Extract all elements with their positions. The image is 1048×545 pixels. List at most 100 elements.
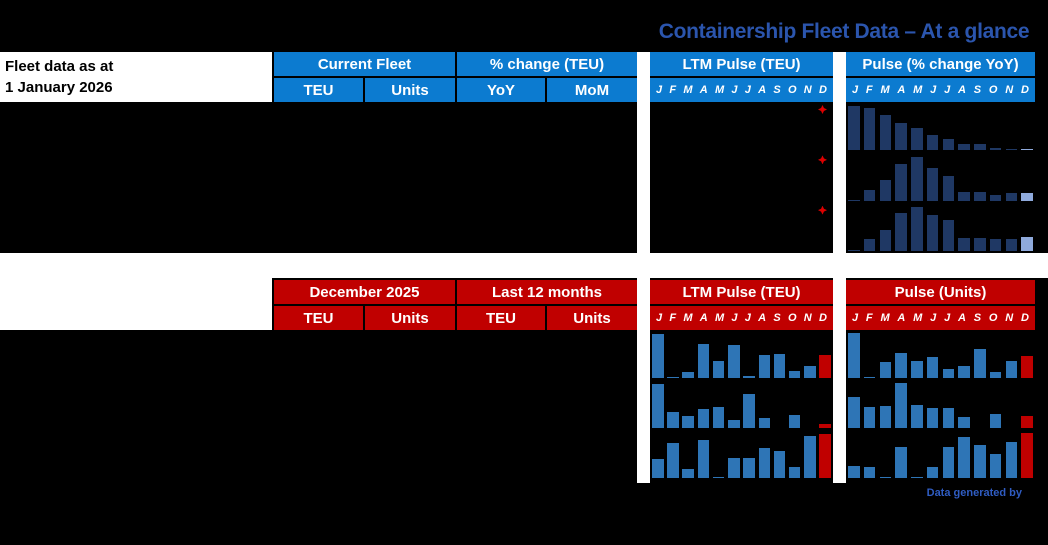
sparkline-slot <box>712 407 725 428</box>
sparkline-bar <box>848 106 860 151</box>
sparkline-row <box>650 152 833 202</box>
month-label: O <box>988 312 998 324</box>
sparkline-bar <box>926 167 939 201</box>
sparkline-slot <box>743 458 755 478</box>
sparkline-bar <box>667 377 679 378</box>
sparkline-slot <box>758 355 771 378</box>
sparkline-slot <box>926 167 939 201</box>
sparkline-bar <box>942 408 955 428</box>
sparkline-slot <box>895 383 907 428</box>
sparkline-row <box>650 380 833 430</box>
sparkline-bar <box>773 354 786 378</box>
col-yoy: YoY <box>457 78 545 102</box>
month-label: D <box>1020 84 1029 96</box>
sparkline-bar <box>667 412 679 428</box>
month-label: O <box>988 84 998 96</box>
month-label: A <box>897 312 906 324</box>
sparkline-bar <box>848 249 860 251</box>
sparkline-bar <box>863 108 876 151</box>
sparkline-chart-pulse-units <box>846 330 1035 480</box>
bottom-label-cell-empty <box>0 253 272 330</box>
sparkline-bar <box>863 377 876 378</box>
sparkline-slot <box>758 418 771 428</box>
sparkline-slot <box>728 458 740 478</box>
sparkline-slot <box>895 212 907 251</box>
month-label: J <box>744 312 751 324</box>
sparkline-bar <box>682 469 694 478</box>
sparkline-slot <box>989 372 1002 378</box>
month-label: F <box>669 84 677 96</box>
sparkline-bar <box>911 477 923 478</box>
sparkline-bar <box>958 191 970 201</box>
sparkline-slot <box>989 454 1002 478</box>
sparkline-bar <box>652 384 664 428</box>
sparkline-chart-ltm-teu-top <box>650 102 833 253</box>
sparkline-slot <box>879 179 892 201</box>
sparkline-slot <box>712 361 725 378</box>
fleet-date-line1: Fleet data as at <box>5 58 114 75</box>
sparkline-slot <box>788 371 801 378</box>
sparkline-slot <box>974 237 986 251</box>
sparkline-bar <box>712 407 725 428</box>
sparkline-bar <box>652 334 664 378</box>
sparkline-slot <box>697 440 710 478</box>
sparkline-slot <box>958 191 970 201</box>
sparkline-bar <box>697 409 710 428</box>
month-label: M <box>913 312 923 324</box>
sparkline-chart-ltm-teu-bottom <box>650 330 833 480</box>
sparkline-bar <box>926 214 939 251</box>
month-label: A <box>957 84 966 96</box>
sparkline-slot <box>848 397 860 428</box>
sparkline-slot <box>804 436 816 478</box>
sparkline-bar <box>895 383 907 428</box>
sparkline-bar <box>1021 192 1033 201</box>
data-credit-text: Data generated by <box>926 487 1022 499</box>
sparkline-bar <box>942 219 955 251</box>
sparkline-slot <box>974 191 986 201</box>
sparkline-slot <box>989 238 1002 251</box>
sparkline-bar <box>697 344 710 378</box>
sparkline-slot <box>958 417 970 428</box>
sparkline-slot <box>1005 442 1018 478</box>
sparkline-row <box>650 203 833 253</box>
panel-title: Pulse (% change YoY) <box>846 52 1035 76</box>
sparkline-slot <box>926 214 939 251</box>
sparkline-row <box>650 102 833 152</box>
month-label: A <box>758 312 767 324</box>
header-december-2025: December 2025 <box>274 280 455 304</box>
month-label: J <box>930 84 937 96</box>
sparkline-slot <box>773 451 786 478</box>
sparkline-row <box>846 330 1035 380</box>
sparkline-slot <box>652 334 664 378</box>
sparkline-bar <box>819 355 831 378</box>
sparkline-slot <box>989 414 1002 428</box>
sparkline-slot <box>942 139 955 151</box>
sparkline-bar <box>911 405 923 428</box>
sparkline-bar <box>911 361 923 378</box>
month-label: N <box>803 84 812 96</box>
sparkline-slot <box>895 163 907 201</box>
sparkline-slot <box>848 333 860 378</box>
sparkline-bar <box>848 397 860 428</box>
sparkline-bar <box>1005 149 1018 151</box>
sparkline-slot <box>863 238 876 251</box>
sparkline-bar <box>1005 238 1018 251</box>
sparkline-bar <box>879 179 892 201</box>
sparkline-bar <box>958 366 970 378</box>
sparkline-slot <box>804 366 816 378</box>
sparkline-bar <box>895 163 907 201</box>
sparkline-slot <box>1005 192 1018 201</box>
month-label: J <box>852 312 859 324</box>
sparkline-bar <box>989 454 1002 478</box>
sparkline-slot <box>926 135 939 151</box>
sparkline-slot <box>1021 149 1033 151</box>
sparkline-bar <box>804 436 816 478</box>
header-pct-change-teu: % change (TEU) <box>457 52 637 76</box>
sparkline-slot <box>879 229 892 251</box>
sparkline-slot <box>879 406 892 428</box>
sparkline-bar <box>926 135 939 151</box>
